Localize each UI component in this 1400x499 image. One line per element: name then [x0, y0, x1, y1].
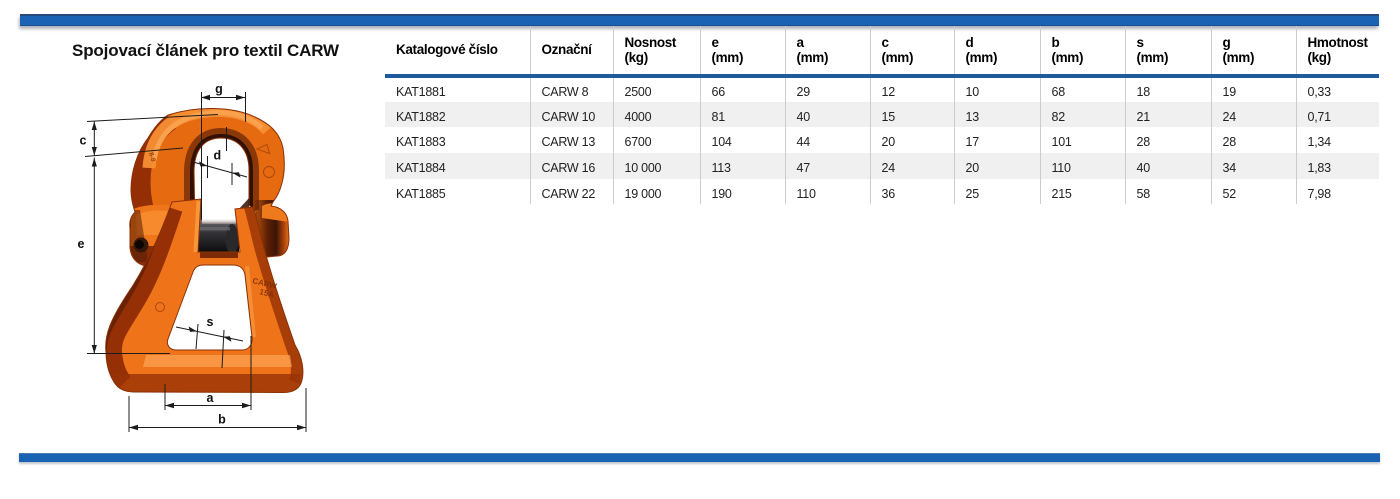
svg-text:8-8: 8-8: [147, 152, 156, 163]
svg-text:d: d: [214, 149, 222, 163]
svg-text:c: c: [80, 134, 87, 148]
svg-text:s: s: [207, 315, 214, 329]
svg-text:a: a: [207, 391, 215, 405]
svg-text:g: g: [215, 82, 223, 96]
svg-text:e: e: [78, 237, 85, 251]
svg-text:15A: 15A: [259, 287, 276, 299]
svg-text:b: b: [218, 413, 226, 427]
